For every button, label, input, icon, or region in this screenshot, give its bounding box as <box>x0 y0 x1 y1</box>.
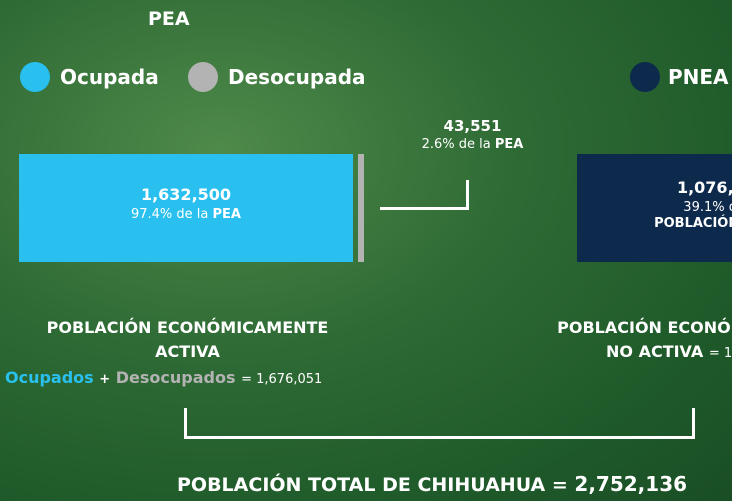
pnea-summary: POBLACIÓN ECONÓMICAMENTE NO ACTIVA = 1,0… <box>528 316 732 366</box>
pea-formula: Ocupados + Desocupados = 1,676,051 <box>5 368 322 387</box>
ocupada-box: 1,632,500 97.4% de la PEA <box>19 154 353 262</box>
pnea-box: 1,076,085 39.1% de la POBLACIÓN TOTAL <box>577 154 732 262</box>
formula-term: Desocupados <box>116 368 236 387</box>
share-ref: PEA <box>495 137 523 152</box>
pnea-title: POBLACIÓN ECONÓMICAMENTE <box>528 316 732 340</box>
connector <box>466 180 469 210</box>
bracket <box>184 436 695 439</box>
legend-dot <box>188 62 218 92</box>
pnea-ref: POBLACIÓN TOTAL <box>577 216 732 231</box>
infographic: PEA Ocupada Desocupada PNEA 1,632,500 97… <box>0 0 732 501</box>
legend-dot <box>20 62 50 92</box>
pea-heading: PEA <box>148 8 190 30</box>
total: POBLACIÓN TOTAL DE CHIHUAHUA = 2,752,136 <box>177 472 687 496</box>
total-value: 2,752,136 <box>574 472 687 496</box>
formula-result: = 1,676,051 <box>241 372 322 387</box>
bracket <box>692 408 695 439</box>
desocupada-value: 43,551 <box>395 117 550 135</box>
pnea-value: 1,076,085 <box>577 178 732 197</box>
formula-term: Ocupados <box>5 368 94 387</box>
desocupada-share: 2.6% de la PEA <box>395 137 550 152</box>
total-label: POBLACIÓN TOTAL DE CHIHUAHUA = <box>177 474 568 496</box>
legend-label: Desocupada <box>228 65 366 89</box>
pea-title: POBLACIÓN ECONÓMICAMENTE ACTIVA <box>15 316 360 364</box>
pnea-result: = 1,076,085 <box>709 346 732 361</box>
ocupada-value: 1,632,500 <box>19 185 353 204</box>
desocupada-bar <box>358 154 364 262</box>
formula-op: + <box>99 372 110 387</box>
legend-label: PNEA <box>668 65 729 89</box>
connector <box>380 207 469 210</box>
share-ref: PEA <box>213 207 241 222</box>
pnea-title-2: NO ACTIVA <box>606 342 703 361</box>
bracket <box>184 408 187 439</box>
ocupada-share: 97.4% de la PEA <box>19 207 353 222</box>
legend-dot <box>630 62 660 92</box>
desocupada-label: 43,551 2.6% de la PEA <box>395 117 550 152</box>
legend-label: Ocupada <box>60 65 159 89</box>
pnea-line: NO ACTIVA = 1,076,085 <box>528 340 732 366</box>
share-text: 97.4% de la <box>131 207 208 222</box>
share-text: 2.6% de la <box>422 137 491 152</box>
pnea-share: 39.1% de la <box>577 200 732 215</box>
